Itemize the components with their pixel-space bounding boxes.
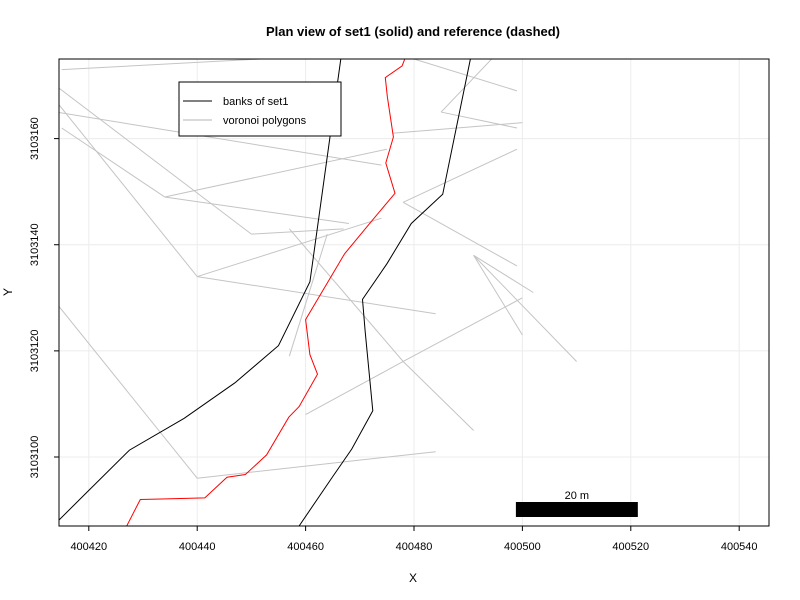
voronoi-edge [473, 255, 523, 336]
x-axis-label: X [409, 571, 417, 585]
voronoi-edge [440, 59, 493, 113]
series-lines [59, 59, 471, 526]
voronoi-edge [440, 111, 518, 129]
voronoi-edge [473, 255, 577, 362]
x-tick-label: 400460 [287, 541, 324, 553]
x-tick-label: 400540 [721, 541, 758, 553]
voronoi-edge [164, 148, 388, 198]
x-tick-label: 400420 [70, 541, 107, 553]
legend-label-voronoi: voronoi polygons [223, 115, 307, 127]
voronoi-edge [59, 305, 198, 479]
voronoi-edge [402, 201, 518, 267]
x-tick-label: 400520 [612, 541, 649, 553]
voronoi-edge [251, 228, 344, 235]
voronoi-edge [413, 59, 518, 92]
voronoi-edge [61, 59, 270, 71]
x-tick-label: 400500 [504, 541, 541, 553]
scale-bar-rect [515, 502, 638, 517]
y-tick-label: 3103120 [29, 329, 41, 372]
y-tick-label: 3103100 [29, 436, 41, 479]
voronoi-edge [473, 254, 534, 293]
voronoi-edge [402, 148, 518, 203]
y-axis-label: Y [1, 288, 15, 296]
axes: 400420 400440 400460 400480 400500 400520 4005… [29, 117, 758, 553]
voronoi-edge [197, 217, 382, 278]
grid-lines [59, 59, 769, 526]
voronoi-edge [305, 361, 404, 415]
voronoi-edge [61, 127, 165, 198]
voronoi-edge [288, 228, 404, 362]
legend: banks of set1 voronoi polygons [178, 81, 342, 137]
chart-title: Plan view of set1 (solid) and reference … [266, 24, 560, 39]
bank-line-series [59, 59, 342, 521]
voronoi-edge [197, 276, 436, 315]
voronoi-edge [197, 451, 436, 479]
legend-box [178, 81, 342, 137]
voronoi-edge [402, 361, 474, 431]
bank-line-series [298, 59, 471, 526]
voronoi-edge [402, 297, 523, 362]
y-tick-label: 3103140 [29, 223, 41, 266]
centerline-series [126, 59, 406, 526]
scale-bar-label: 20 m [565, 490, 589, 502]
x-tick-label: 400480 [396, 541, 433, 553]
y-tick-label: 3103160 [29, 117, 41, 160]
voronoi-edge [59, 87, 252, 235]
x-tick-label: 400440 [179, 541, 216, 553]
scale-bar: 20 m [515, 490, 638, 517]
voronoi-edge [59, 104, 198, 277]
voronoi-edge [288, 233, 328, 357]
legend-label-banks: banks of set1 [223, 96, 288, 108]
